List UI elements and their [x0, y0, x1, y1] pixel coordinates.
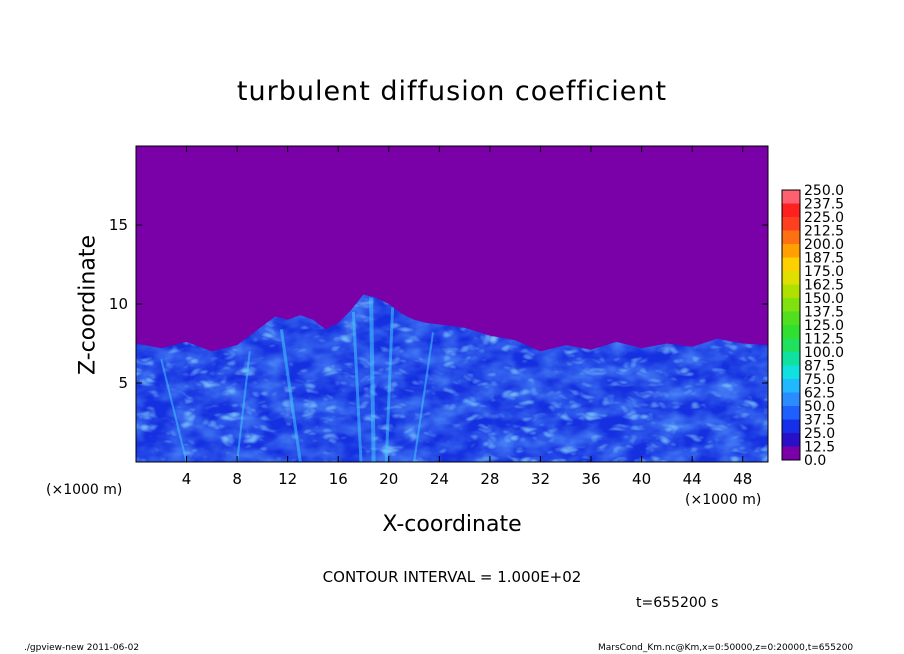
x-tick-label: 20 [379, 470, 398, 488]
colorbar-label: 137.5 [804, 305, 844, 321]
colorbar-swatch [782, 325, 800, 339]
colorbar-label: 0.0 [804, 453, 826, 469]
colorbar-label: 150.0 [804, 291, 844, 307]
x-axis-label: X-coordinate [382, 512, 522, 537]
x-tick-label: 24 [430, 470, 449, 488]
plume-streaks [160, 297, 435, 462]
plume-streak [351, 311, 363, 462]
colorbar-label: 187.5 [804, 251, 844, 267]
y-tick-label: 10 [109, 295, 128, 313]
colorbar: 0.012.525.037.550.062.575.087.5100.0112.… [781, 183, 844, 469]
x-tick-label: 28 [480, 470, 499, 488]
colorbar-label: 87.5 [804, 359, 835, 375]
colorbar-swatch [782, 433, 800, 447]
colorbar-frame [781, 189, 801, 461]
footer-left: ./gpview-new 2011-06-02 [24, 643, 140, 653]
colorbar-swatch [782, 244, 800, 258]
x-tick-label: 44 [683, 470, 702, 488]
colorbar-swatch [782, 190, 800, 204]
x-unit-right: (×1000 m) [685, 492, 762, 508]
colorbar-swatch [782, 406, 800, 420]
colorbar-label: 237.5 [804, 197, 844, 213]
y-tick-label: 5 [118, 374, 128, 392]
footer-right: MarsCond_Km.nc@Km,x=0:50000,z=0:20000,t=… [598, 643, 854, 653]
colorbar-label: 112.5 [804, 332, 844, 348]
x-tick-label: 8 [232, 470, 242, 488]
x-tick-label: 36 [581, 470, 600, 488]
x-tick-label: 4 [182, 470, 192, 488]
colorbar-label: 225.0 [804, 210, 844, 226]
colorbar-swatch [782, 230, 800, 244]
plume-streak [236, 351, 251, 462]
plume-streak [369, 297, 376, 462]
x-tick-label: 48 [733, 470, 752, 488]
colorbar-label: 200.0 [804, 237, 844, 253]
x-tick-label: 16 [329, 470, 348, 488]
colorbar-swatch [782, 271, 800, 285]
x-tick-label: 12 [278, 470, 297, 488]
plume-streak [160, 359, 188, 462]
colorbar-swatch [782, 352, 800, 366]
plume-streak [384, 307, 395, 462]
colorbar-label: 12.5 [804, 440, 835, 456]
colorbar-swatch [782, 379, 800, 393]
heatmap-field [136, 146, 768, 462]
colorbar-label: 162.5 [804, 278, 844, 294]
colorbar-label: 75.0 [804, 372, 835, 388]
time-label: t=655200 s [636, 595, 719, 611]
colorbar-label: 212.5 [804, 224, 844, 240]
plume-streak [279, 329, 302, 462]
colorbar-swatch [782, 419, 800, 433]
x-unit-left: (×1000 m) [46, 482, 123, 498]
colorbar-label: 100.0 [804, 345, 844, 361]
colorbar-swatch [782, 284, 800, 298]
colorbar-swatch [782, 298, 800, 312]
chart-title: turbulent diffusion coefficient [236, 76, 668, 107]
colorbar-swatch [782, 311, 800, 325]
colorbar-label: 37.5 [804, 413, 835, 429]
x-axis: 4 8 12 16 20 24 28 32 36 40 44 48 [182, 146, 752, 488]
colorbar-swatch [782, 392, 800, 406]
x-tick-label: 32 [531, 470, 550, 488]
colorbar-swatch [782, 257, 800, 271]
colorbar-label: 175.0 [804, 264, 844, 280]
colorbar-swatch [782, 217, 800, 231]
colorbar-label: 50.0 [804, 399, 835, 415]
colorbar-label: 25.0 [804, 426, 835, 442]
colorbar-swatch [782, 338, 800, 352]
colorbar-swatch [782, 446, 800, 460]
colorbar-swatch [782, 365, 800, 379]
y-tick-label: 15 [109, 216, 128, 234]
colorbar-label: 125.0 [804, 318, 844, 334]
x-tick-label: 40 [632, 470, 651, 488]
y-axis-label: Z-coordinate [75, 235, 101, 375]
colorbar-swatch [782, 203, 800, 217]
colorbar-label: 250.0 [804, 183, 844, 199]
colorbar-label: 62.5 [804, 386, 835, 402]
contour-interval: CONTOUR INTERVAL = 1.000E+02 [322, 568, 582, 586]
y-axis: 5 10 15 [109, 216, 768, 392]
plume-streak [413, 332, 435, 462]
